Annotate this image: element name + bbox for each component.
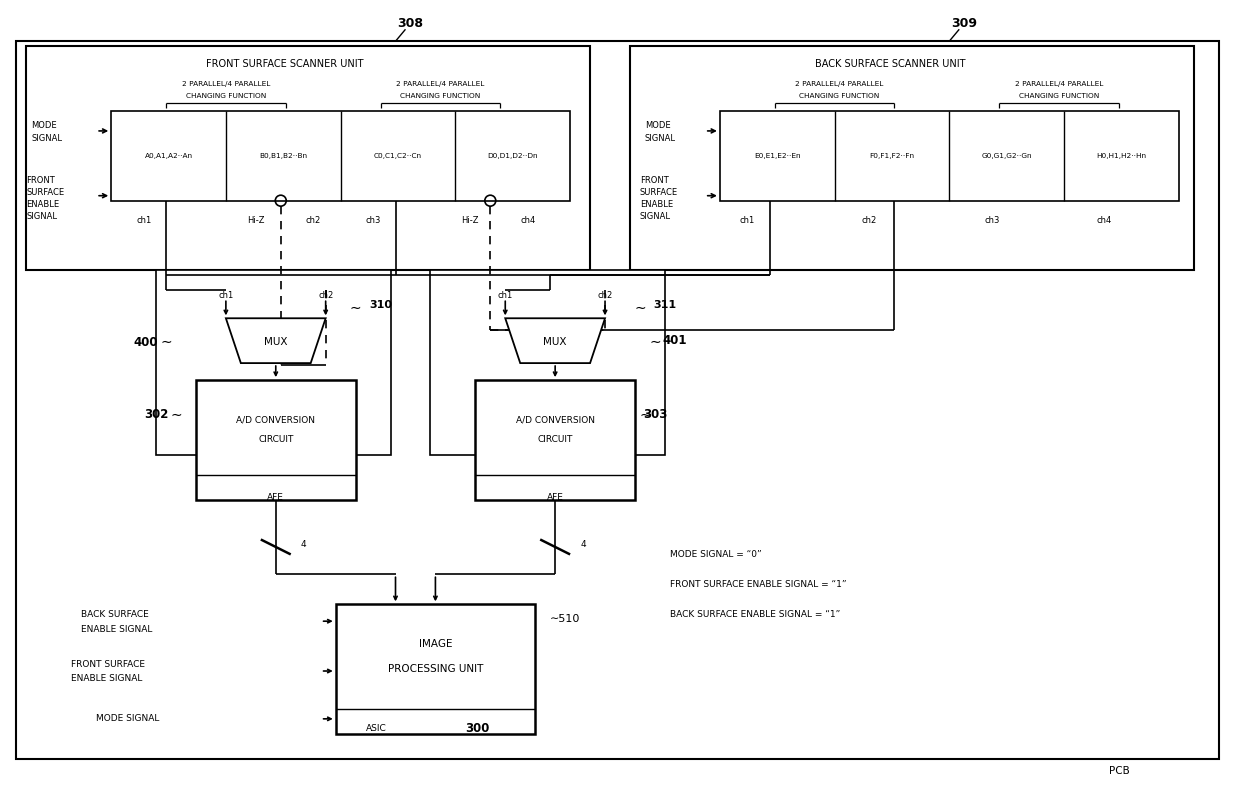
Text: BACK SURFACE ENABLE SIGNAL = “1”: BACK SURFACE ENABLE SIGNAL = “1” xyxy=(670,610,841,619)
Bar xyxy=(196,380,356,500)
Bar xyxy=(719,111,1179,200)
Text: ∼: ∼ xyxy=(639,408,651,422)
Text: ch2: ch2 xyxy=(598,291,613,299)
Text: SIGNAL: SIGNAL xyxy=(26,212,57,221)
Text: MODE SIGNAL: MODE SIGNAL xyxy=(97,714,160,723)
Text: 311: 311 xyxy=(653,300,677,310)
Text: ∼: ∼ xyxy=(160,335,172,349)
Bar xyxy=(336,604,536,734)
Text: FRONT SURFACE: FRONT SURFACE xyxy=(71,659,145,669)
Text: ch1: ch1 xyxy=(740,216,755,225)
Text: 302: 302 xyxy=(144,409,169,421)
Bar xyxy=(475,380,635,500)
Text: A/D CONVERSION: A/D CONVERSION xyxy=(516,416,595,424)
Text: BACK SURFACE SCANNER UNIT: BACK SURFACE SCANNER UNIT xyxy=(815,59,965,69)
Text: CHANGING FUNCTION: CHANGING FUNCTION xyxy=(800,93,879,99)
Bar xyxy=(26,46,590,270)
Text: ch1: ch1 xyxy=(136,216,151,225)
Text: ch2: ch2 xyxy=(862,216,877,225)
Text: 2 PARALLEL/4 PARALLEL: 2 PARALLEL/4 PARALLEL xyxy=(1014,81,1104,87)
Polygon shape xyxy=(505,318,605,363)
Text: 4: 4 xyxy=(580,540,585,549)
Text: F0,F1,F2··Fn: F0,F1,F2··Fn xyxy=(869,152,914,159)
Text: FRONT: FRONT xyxy=(640,176,668,185)
Text: D0,D1,D2··Dn: D0,D1,D2··Dn xyxy=(487,152,538,159)
Bar xyxy=(156,270,391,455)
Text: 300: 300 xyxy=(465,722,490,736)
Text: ENABLE: ENABLE xyxy=(640,200,673,209)
Text: 401: 401 xyxy=(662,334,687,347)
Text: Hi-Z: Hi-Z xyxy=(461,216,479,225)
Text: AFE: AFE xyxy=(547,493,564,502)
Text: ∼: ∼ xyxy=(634,301,646,315)
Text: 303: 303 xyxy=(642,409,667,421)
Bar xyxy=(430,270,665,455)
Text: FRONT SURFACE SCANNER UNIT: FRONT SURFACE SCANNER UNIT xyxy=(206,59,363,69)
Text: MODE: MODE xyxy=(645,122,671,130)
Text: H0,H1,H2··Hn: H0,H1,H2··Hn xyxy=(1096,152,1147,159)
Text: AFE: AFE xyxy=(268,493,284,502)
Bar xyxy=(112,111,570,200)
Text: 310: 310 xyxy=(370,300,392,310)
Text: 2 PARALLEL/4 PARALLEL: 2 PARALLEL/4 PARALLEL xyxy=(795,81,884,87)
Text: MODE: MODE xyxy=(31,122,57,130)
Text: ch2: ch2 xyxy=(306,216,321,225)
Text: 2 PARALLEL/4 PARALLEL: 2 PARALLEL/4 PARALLEL xyxy=(182,81,270,87)
Text: ∼: ∼ xyxy=(170,408,182,422)
Text: B0,B1,B2··Bn: B0,B1,B2··Bn xyxy=(259,152,308,159)
Text: 2 PARALLEL/4 PARALLEL: 2 PARALLEL/4 PARALLEL xyxy=(397,81,485,87)
Text: A0,A1,A2··An: A0,A1,A2··An xyxy=(144,152,192,159)
Text: ch1: ch1 xyxy=(497,291,513,299)
Text: Hi-Z: Hi-Z xyxy=(247,216,264,225)
Text: ENABLE SIGNAL: ENABLE SIGNAL xyxy=(71,674,143,684)
Text: E0,E1,E2··En: E0,E1,E2··En xyxy=(754,152,801,159)
Text: SIGNAL: SIGNAL xyxy=(645,134,676,143)
Text: ch3: ch3 xyxy=(366,216,381,225)
Text: 4: 4 xyxy=(301,540,306,549)
Text: 309: 309 xyxy=(951,17,977,30)
Text: MUX: MUX xyxy=(264,337,288,347)
Text: ch4: ch4 xyxy=(1096,216,1111,225)
Text: PROCESSING UNIT: PROCESSING UNIT xyxy=(388,664,484,674)
Text: A/D CONVERSION: A/D CONVERSION xyxy=(237,416,315,424)
Text: ENABLE SIGNAL: ENABLE SIGNAL xyxy=(81,625,153,634)
Bar xyxy=(630,46,1194,270)
Text: ch1: ch1 xyxy=(218,291,233,299)
Text: SIGNAL: SIGNAL xyxy=(640,212,671,221)
Text: PCB: PCB xyxy=(1109,766,1130,776)
Text: CIRCUIT: CIRCUIT xyxy=(537,435,573,444)
Text: CHANGING FUNCTION: CHANGING FUNCTION xyxy=(1019,93,1099,99)
Text: 308: 308 xyxy=(398,17,424,30)
Text: MODE SIGNAL = “0”: MODE SIGNAL = “0” xyxy=(670,550,761,559)
Text: ∼: ∼ xyxy=(350,301,361,315)
Polygon shape xyxy=(226,318,326,363)
Text: ∼510: ∼510 xyxy=(551,614,580,624)
Text: BACK SURFACE: BACK SURFACE xyxy=(81,610,149,619)
Text: FRONT SURFACE ENABLE SIGNAL = “1”: FRONT SURFACE ENABLE SIGNAL = “1” xyxy=(670,580,847,589)
Text: ch3: ch3 xyxy=(985,216,999,225)
Text: SURFACE: SURFACE xyxy=(640,188,678,197)
Text: ENABLE: ENABLE xyxy=(26,200,60,209)
Text: SURFACE: SURFACE xyxy=(26,188,64,197)
Text: 400: 400 xyxy=(134,336,159,349)
Text: ch2: ch2 xyxy=(317,291,334,299)
Text: MUX: MUX xyxy=(543,337,567,347)
Text: SIGNAL: SIGNAL xyxy=(31,134,62,143)
Text: G0,G1,G2··Gn: G0,G1,G2··Gn xyxy=(981,152,1032,159)
Text: CIRCUIT: CIRCUIT xyxy=(258,435,294,444)
Text: FRONT: FRONT xyxy=(26,176,55,185)
Text: CHANGING FUNCTION: CHANGING FUNCTION xyxy=(401,93,481,99)
Text: ASIC: ASIC xyxy=(366,725,387,733)
Text: IMAGE: IMAGE xyxy=(419,639,453,649)
Text: ∼: ∼ xyxy=(649,335,661,349)
Text: ch4: ch4 xyxy=(521,216,536,225)
Text: C0,C1,C2··Cn: C0,C1,C2··Cn xyxy=(374,152,422,159)
Text: CHANGING FUNCTION: CHANGING FUNCTION xyxy=(186,93,267,99)
